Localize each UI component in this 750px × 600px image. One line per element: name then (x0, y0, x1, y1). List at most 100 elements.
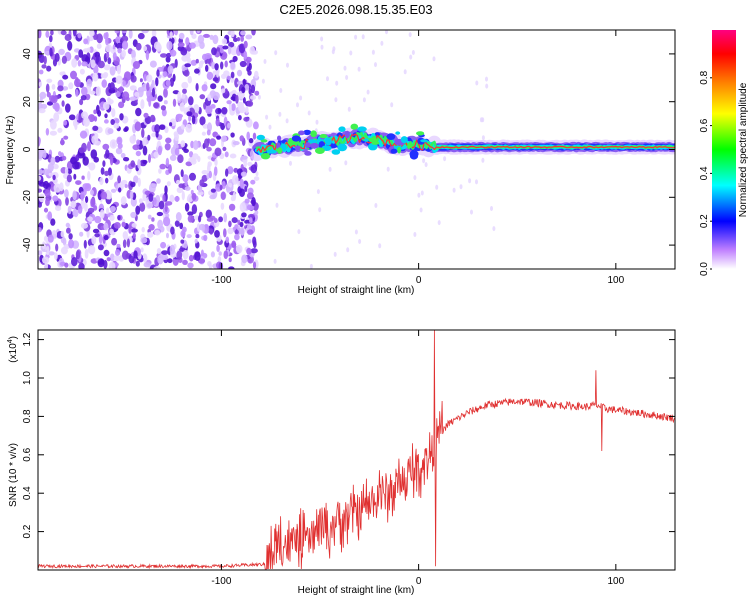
spectrogram-noise-cell (246, 100, 254, 107)
spectrogram-noise-cell (177, 154, 184, 164)
spectrogram-noise-cell (238, 43, 246, 54)
spectrogram-faint-cell (390, 102, 394, 108)
spectrogram-noise-cell (191, 204, 198, 215)
spectrogram-noise-cell (169, 194, 175, 203)
spectrogram-noise-cell (224, 151, 229, 158)
spectrogram-faint-cell (309, 263, 313, 269)
spectrogram-noise-cell (230, 45, 238, 56)
spectrogram-noise-cell (97, 190, 103, 201)
spectrogram-noise-cell (90, 59, 96, 69)
spectrogram-noise-cell (46, 91, 51, 98)
spectrogram-noise-cell (141, 128, 145, 138)
spectrogram-signal-cell (324, 137, 332, 146)
spectrogram-noise-cell (202, 53, 208, 61)
spectrogram-signal-cell (304, 151, 312, 156)
spectrogram-noise-cell (75, 180, 82, 186)
colorbar-tick-label: 0.4 (699, 166, 710, 180)
spectrogram-noise-cell (196, 30, 201, 34)
spectrogram-faint-cell (349, 50, 353, 56)
spectrogram-noise-cell (123, 157, 130, 162)
spectrogram-signal-cell (371, 141, 380, 145)
spectrogram-faint-cell (296, 102, 299, 108)
spectrogram-noise-cell (189, 30, 194, 36)
spectrogram-noise-cell (80, 95, 87, 101)
spectrogram-noise-cell (147, 203, 154, 208)
spectrogram-noise-cell (54, 252, 58, 260)
spectrogram-noise-cell (70, 200, 77, 209)
spectrogram-noise-cell (247, 239, 252, 244)
spectrogram-faint-cell (289, 160, 292, 166)
spectrogram-noise-cell (106, 207, 110, 215)
spectrogram-noise-cell (133, 250, 138, 259)
spectrogram-noise-cell (233, 37, 238, 42)
spectrogram-signal-cell (277, 135, 282, 141)
spectrogram-noise-cell (227, 166, 234, 175)
spectrogram-noise-cell (146, 74, 153, 83)
spectrogram-noise-cell (50, 95, 58, 104)
spectrogram-noise-cell (77, 60, 82, 67)
spectrogram-noise-cell (48, 251, 55, 256)
spectrogram-faint-cell (362, 97, 366, 103)
spectrogram-noise-cell (38, 193, 45, 203)
spectrogram-noise-cell (194, 239, 198, 244)
spectrogram-faint-cell (297, 229, 301, 235)
spectrogram-noise-cell (250, 164, 258, 174)
spectrogram-noise-cell (209, 138, 217, 147)
spectrogram-noise-cell (47, 211, 53, 221)
spectrogram-noise-cell (79, 130, 88, 139)
spectrogram-noise-cell (105, 149, 110, 159)
spectrogram-noise-cell (166, 181, 171, 187)
spectrogram-faint-cell (475, 80, 479, 86)
spectrogram-faint-cell (413, 232, 417, 237)
spectrogram-noise-cell (165, 137, 172, 144)
snr-multiplier-exp: 4 (7, 339, 14, 343)
spectrogram-faint-cell (374, 203, 378, 208)
spectrogram-noise-cell (150, 152, 155, 159)
spectrogram-noise-cell (78, 49, 84, 58)
spectrogram-signal-cell (288, 137, 293, 146)
spectrogram-noise-cell (130, 197, 137, 207)
spectrogram-noise-cell (195, 234, 200, 239)
spectrogram-noise-cell (118, 187, 122, 193)
spectrogram-noise-cell (116, 42, 123, 50)
spectrogram-signal-cell (390, 148, 398, 154)
spectrogram-noise-cell (46, 78, 53, 84)
spectrogram-noise-cell (109, 139, 118, 149)
spectrogram-noise-cell (210, 251, 215, 258)
spectrogram-noise-cell (151, 217, 155, 222)
spectrogram-noise-cell (115, 249, 121, 256)
spectrogram-noise-cell (230, 30, 235, 38)
spectrogram-noise-cell (102, 160, 106, 168)
spectrogram-noise-cell (216, 135, 222, 140)
spectrogram-noise-cell (55, 243, 59, 252)
spectrogram-noise-cell (186, 195, 193, 203)
spectrogram-noise-cell (153, 197, 157, 206)
spectrogram-noise-cell (156, 178, 161, 184)
spectrogram-noise-cell (60, 137, 64, 146)
spectrogram-noise-cell (126, 238, 130, 248)
spectrogram-noise-cell (113, 123, 120, 129)
spectrogram-noise-cell (68, 239, 75, 249)
spectrogram-noise-cell (124, 126, 129, 132)
spectrogram-noise-cell (81, 175, 85, 180)
spectrogram-noise-cell (199, 94, 206, 100)
spectrogram-noise-cell (160, 53, 168, 58)
spectrogram-noise-cell (158, 168, 162, 174)
spectrogram-noise-cell (117, 215, 121, 221)
spectrogram-noise-cell (192, 153, 199, 160)
spectrogram-noise-cell (245, 106, 249, 114)
spectrogram-noise-cell (181, 81, 189, 89)
spectrogram-noise-cell (68, 114, 76, 121)
spectrogram-noise-cell (182, 259, 188, 265)
spectrogram-noise-cell (64, 166, 69, 175)
spectrogram-noise-cell (235, 94, 239, 104)
spectrogram-noise-cell (157, 219, 164, 229)
spectrogram-noise-cell (106, 52, 110, 59)
spectrogram-noise-cell (195, 83, 199, 92)
spectrogram-signal-cell (277, 147, 283, 154)
spectrogram-noise-cell (220, 191, 226, 200)
spectrogram-noise-cell (113, 222, 121, 229)
spectrogram-noise-cell (93, 109, 97, 115)
spectrogram-faint-cell (371, 49, 375, 55)
spectrogram-noise-cell (60, 246, 68, 255)
